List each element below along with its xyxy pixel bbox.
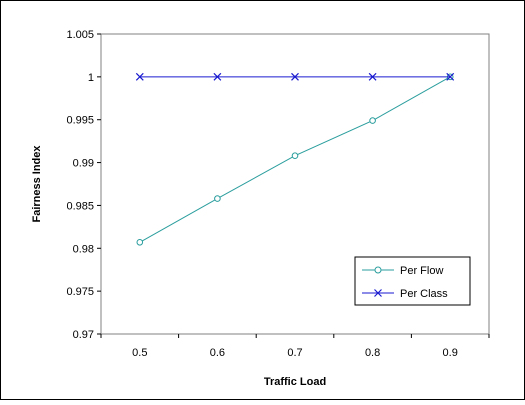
data-point-per-flow <box>136 238 144 246</box>
data-point-per-flow <box>214 195 221 202</box>
x-axis-title: Traffic Load <box>264 376 326 388</box>
data-point-per-flow <box>369 117 376 124</box>
y-tick-label: 0.99 <box>73 158 94 170</box>
data-point-per-class <box>135 72 144 81</box>
series-layer <box>135 72 455 246</box>
y-tick-label: 0.995 <box>66 115 94 127</box>
x-tick-label: 0.6 <box>210 347 225 359</box>
x-axis: 0.5 0.6 0.7 0.8 0.9 <box>100 334 490 359</box>
legend: Per Flow Per Class <box>354 256 471 306</box>
legend-box <box>354 256 471 306</box>
y-tick-label: 0.97 <box>73 329 94 341</box>
x-tick-label: 0.5 <box>132 347 147 359</box>
y-tick-label: 1 <box>88 72 94 84</box>
legend-per-flow-marker <box>374 266 382 274</box>
y-tick-label: 1.005 <box>66 29 94 41</box>
data-point-per-class <box>291 72 299 81</box>
y-tick-label: 0.98 <box>73 243 94 255</box>
legend-per-class-marker <box>374 289 382 297</box>
legend-per-flow-label: Per Flow <box>400 265 443 277</box>
y-tick-label: 0.985 <box>66 200 94 212</box>
x-tick-label: 0.8 <box>365 347 380 359</box>
legend-per-class-label: Per Class <box>400 288 448 300</box>
y-axis: 0.97 0.975 0.98 0.985 0.99 0.995 1 1.005 <box>66 29 101 341</box>
data-point-per-class <box>446 72 455 81</box>
x-tick-label: 0.7 <box>287 347 302 359</box>
y-axis-title: Fairness Index <box>31 145 43 223</box>
y-tick-label: 0.975 <box>66 286 94 298</box>
data-point-per-class <box>368 72 377 81</box>
data-point-per-class <box>213 72 222 81</box>
data-point-per-flow <box>291 152 299 160</box>
x-tick-label: 0.9 <box>443 347 458 359</box>
